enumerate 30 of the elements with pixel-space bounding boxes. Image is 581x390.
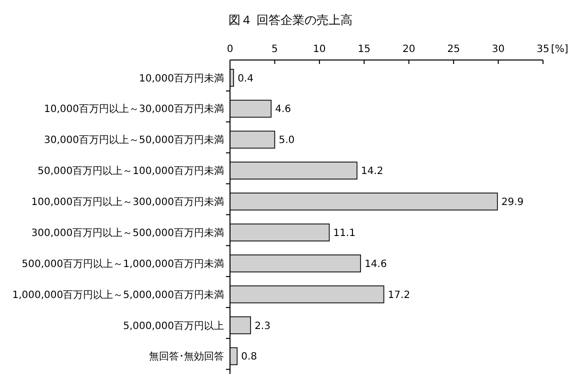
x-axis-title: [%]: [551, 44, 568, 55]
data-label: 4.6: [275, 104, 292, 116]
x-tick-label: 5: [272, 44, 278, 55]
x-tick-label: 15: [358, 44, 371, 55]
x-tick-label: 20: [402, 44, 416, 55]
data-label: 0.4: [238, 73, 254, 84]
x-tick-label: 25: [447, 44, 460, 55]
x-tick-label: 0: [226, 44, 234, 55]
y-tick-label: 500,000百万円以上～1,000,000百万円未満: [22, 258, 224, 270]
y-tick-label: 5,000,000百万円以上: [123, 320, 224, 332]
y-tick-label: 300,000百万円以上～500,000百万円未満: [31, 226, 224, 239]
y-tick-label: 10,000百万円未満: [139, 72, 224, 84]
x-tick-label: 10: [313, 44, 326, 55]
y-tick-label: 無回答･無効回答: [149, 350, 224, 363]
data-label: 5.0: [278, 135, 295, 146]
data-label: 14.6: [364, 258, 387, 270]
data-label: 17.2: [388, 290, 410, 301]
data-label: 2.3: [254, 320, 270, 332]
x-tick-label: 35: [536, 44, 550, 55]
y-tick-label: 50,000百万円以上～100,000百万円未満: [38, 165, 224, 178]
data-label: 0.8: [241, 352, 258, 363]
y-tick-label: 30,000百万円以上～50,000百万円未満: [44, 134, 224, 146]
data-label: 11.1: [333, 228, 356, 239]
chart-title: 図４ 回答企業の売上高: [228, 13, 352, 27]
y-tick-label: 1,000,000百万円以上～5,000,000百万円未満: [12, 288, 224, 301]
x-tick-label: 30: [492, 44, 505, 55]
data-label: 14.2: [360, 166, 384, 178]
y-tick-label: 10,000百万円以上～30,000百万円未満: [44, 103, 224, 116]
data-label: 29.9: [501, 197, 524, 208]
y-tick-label: 100,000百万円以上～300,000百万円未満: [31, 196, 224, 208]
